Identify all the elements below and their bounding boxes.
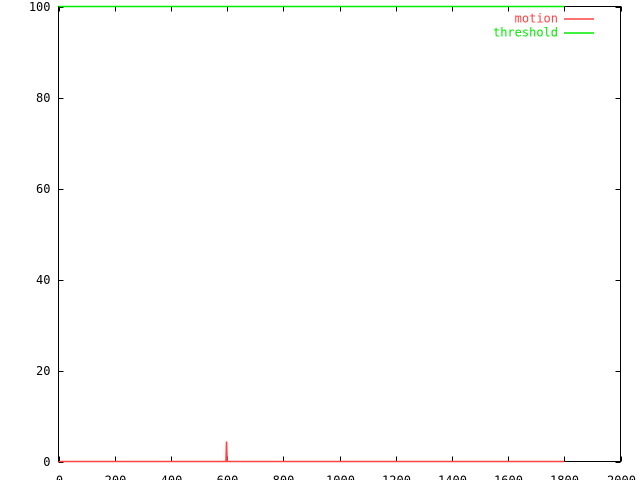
x-axis-tick-labels: 0 200 400 600 800 1000 1200 1400 1600 1800 2000 [56,473,636,480]
y-tick-label-60: 60 [36,182,50,196]
y-tick-label-0: 0 [43,455,50,469]
x-axis-ticks [58,6,623,462]
x-tick-label-1000: 1000 [326,473,355,480]
x-tick-label-1400: 1400 [438,473,467,480]
x-tick-label-600: 600 [217,473,239,480]
y-axis-tick-labels: 0 20 40 60 80 100 [29,0,51,469]
series-line-motion [58,441,565,463]
legend-label-threshold: threshold [493,26,558,40]
x-tick-label-200: 200 [105,473,127,480]
x-tick-label-2000: 2000 [607,473,636,480]
y-tick-label-20: 20 [36,364,50,378]
x-tick-label-400: 400 [161,473,183,480]
y-tick-label-40: 40 [36,273,50,287]
x-tick-label-0: 0 [56,473,63,480]
x-tick-label-1800: 1800 [550,473,579,480]
y-tick-label-80: 80 [36,91,50,105]
x-tick-label-1600: 1600 [494,473,523,480]
data-series-group [58,5,565,463]
y-tick-label-100: 100 [29,0,51,14]
legend-label-motion: motion [515,12,558,26]
y-axis-ticks [58,6,621,464]
x-tick-label-1200: 1200 [382,473,411,480]
x-tick-label-800: 800 [273,473,295,480]
